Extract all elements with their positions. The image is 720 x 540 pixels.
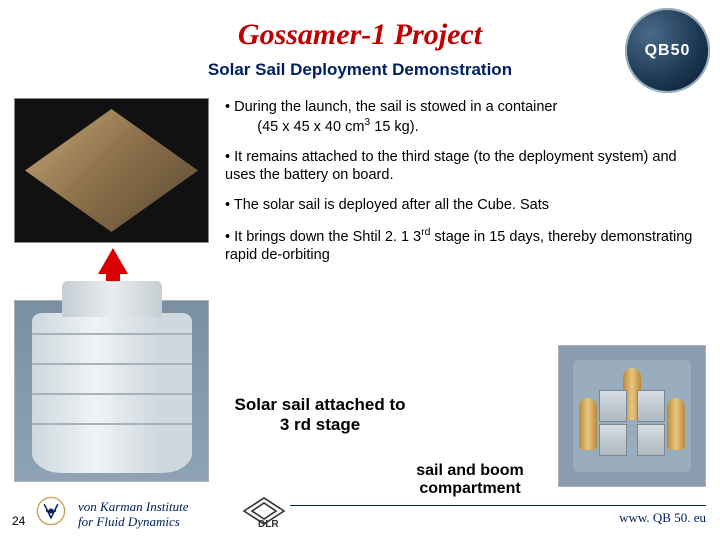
footer-url: www. QB 50. eu (619, 510, 706, 526)
vki-line2: for Fluid Dynamics (78, 514, 180, 529)
slide-title: Gossamer-1 Project (0, 0, 720, 52)
qb50-logo: QB50 (625, 8, 710, 93)
third-stage-image (14, 300, 209, 482)
bullet-4: • It brings down the Shtil 2. 1 3rd stag… (225, 226, 710, 264)
qb50-logo-text: QB50 (645, 42, 691, 60)
bullet-2: • It remains attached to the third stage… (225, 148, 710, 184)
bullet-3: • The solar sail is deployed after all t… (225, 196, 710, 214)
caption2-line1: sail and boom (416, 462, 524, 479)
compartment-image (558, 345, 706, 487)
dlr-label: DLR (258, 519, 279, 530)
slide-subtitle: Solar Sail Deployment Demonstration (0, 60, 720, 80)
sail-shape (25, 109, 198, 232)
vki-logo-icon (34, 494, 68, 528)
caption1-line2: 3 rd stage (280, 415, 360, 434)
footer: 24 von Karman Institute for Fluid Dynami… (0, 490, 720, 530)
bullet-1-text: • During the launch, the sail is stowed … (225, 99, 557, 115)
stage-body (32, 313, 192, 473)
bullet-4-sup: rd (421, 227, 430, 238)
compartment-base (573, 360, 691, 472)
caption-solar-sail-attached: Solar sail attached to 3 rd stage (220, 395, 420, 435)
footer-divider (290, 505, 706, 506)
solar-sail-image (14, 98, 209, 243)
bullet-4a: • It brings down the Shtil 2. 1 3 (225, 229, 421, 245)
vki-institute-name: von Karman Institute for Fluid Dynamics (78, 500, 189, 530)
bullet-1b: (45 x 45 x 40 cm (257, 119, 364, 135)
bullet-1: • During the launch, the sail is stowed … (225, 98, 710, 136)
page-number: 24 (12, 514, 25, 528)
caption1-line1: Solar sail attached to (235, 395, 406, 414)
bullet-1c: 15 kg). (370, 119, 418, 135)
vki-line1: von Karman Institute (78, 499, 189, 514)
bullet-list: • During the launch, the sail is stowed … (225, 98, 710, 277)
